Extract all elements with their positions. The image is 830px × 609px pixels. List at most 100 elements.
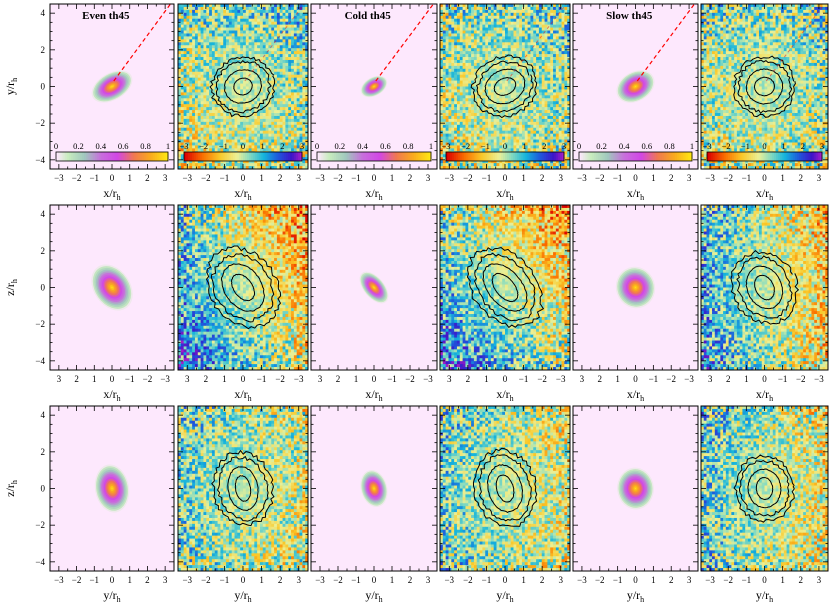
velocity-pixel: [555, 59, 560, 64]
colorbar-cell: [209, 152, 213, 161]
velocity-pixel: [496, 21, 500, 26]
velocity-pixel: [442, 115, 447, 120]
velocity-pixel: [271, 163, 275, 167]
velocity-pixel: [189, 101, 193, 105]
velocity-pixel: [547, 92, 551, 96]
velocity-pixel: [505, 36, 509, 40]
velocity-pixel: [530, 24, 534, 28]
velocity-pixel: [274, 57, 278, 61]
velocity-pixel: [214, 36, 218, 40]
velocity-pixel: [485, 130, 489, 135]
velocity-pixel: [186, 27, 190, 31]
velocity-pixel: [530, 68, 534, 73]
velocity-pixel: [209, 107, 213, 111]
velocity-pixel: [459, 95, 464, 99]
velocity-pixel: [541, 39, 545, 43]
velocity-pixel: [305, 68, 308, 73]
velocity-pixel: [448, 142, 452, 146]
velocity-pixel: [538, 39, 543, 43]
velocity-pixel: [285, 145, 289, 149]
velocity-pixel: [178, 33, 182, 37]
velocity-pixel: [527, 36, 531, 40]
velocity-pixel: [493, 51, 497, 55]
velocity-pixel: [217, 15, 221, 20]
velocity-pixel: [558, 130, 562, 135]
velocity-pixel: [299, 42, 303, 46]
velocity-pixel: [530, 65, 534, 70]
velocity-pixel: [502, 74, 506, 79]
colorbar-cell: [207, 152, 211, 161]
velocity-pixel: [288, 45, 292, 49]
velocity-pixel: [544, 92, 548, 96]
velocity-pixel: [276, 15, 281, 20]
velocity-pixel: [479, 36, 483, 40]
colorbar-cell: [219, 152, 222, 161]
velocity-pixel: [547, 113, 551, 117]
velocity-pixel: [296, 6, 300, 11]
velocity-pixel: [194, 136, 199, 140]
velocity-pixel: [237, 145, 241, 149]
velocity-pixel: [473, 18, 478, 23]
velocity-pixel: [488, 133, 492, 137]
velocity-pixel: [206, 160, 210, 164]
velocity-pixel: [220, 124, 224, 129]
velocity-pixel: [180, 30, 185, 34]
velocity-pixel: [183, 9, 187, 14]
velocity-pixel: [279, 12, 283, 17]
velocity-pixel: [214, 142, 218, 146]
velocity-pixel: [240, 121, 244, 126]
density-colorbar-tick: 0.8: [140, 141, 151, 151]
velocity-pixel: [538, 92, 543, 96]
velocity-pixel: [465, 136, 469, 140]
velocity-pixel: [555, 104, 560, 108]
velocity-pixel: [240, 139, 244, 143]
velocity-pixel: [296, 130, 300, 135]
velocity-pixel: [454, 54, 458, 58]
velocity-pixel: [178, 42, 182, 46]
velocity-pixel: [544, 127, 548, 132]
velocity-pixel: [240, 115, 244, 120]
velocity-pixel: [485, 33, 489, 37]
velocity-pixel: [282, 42, 286, 46]
velocity-pixel: [519, 51, 523, 55]
velocity-pixel: [516, 9, 520, 14]
velocity-pixel: [234, 62, 238, 67]
velocity-pixel: [513, 107, 517, 111]
velocity-pixel: [533, 36, 537, 40]
velocity-pixel: [248, 130, 252, 135]
velocity-pixel: [482, 86, 486, 90]
velocity-pixel: [558, 21, 562, 26]
velocity-pixel: [451, 107, 455, 111]
velocity-pixel: [206, 51, 210, 55]
velocity-pixel: [502, 86, 506, 90]
velocity-pixel: [555, 15, 560, 20]
velocity-pixel: [268, 110, 272, 114]
velocity-pixel: [465, 127, 469, 132]
velocity-pixel: [288, 104, 292, 108]
velocity-pixel: [493, 113, 497, 117]
velocity-pixel: [234, 74, 238, 79]
colorbar-cell: [239, 152, 242, 161]
velocity-pixel: [183, 51, 187, 55]
velocity-pixel: [245, 104, 250, 108]
velocity-pixel: [231, 36, 235, 40]
velocity-pixel: [293, 166, 298, 169]
velocity-pixel: [547, 39, 551, 43]
velocity-pixel: [490, 95, 495, 99]
velocity-pixel: [558, 107, 562, 111]
velocity-pixel: [271, 145, 275, 149]
velocity-pixel: [231, 95, 235, 99]
velocity-pixel: [471, 115, 475, 120]
velocity-pixel: [516, 27, 520, 31]
velocity-pixel: [505, 48, 509, 52]
velocity-pixel: [248, 71, 252, 76]
velocity-pixel: [476, 142, 480, 146]
velocity-pixel: [248, 6, 252, 11]
velocity-pixel: [445, 95, 449, 99]
velocity-pixel: [521, 142, 526, 146]
velocity-pixel: [459, 133, 464, 137]
velocity-pixel: [454, 68, 458, 73]
velocity-pixel: [488, 48, 492, 52]
velocity-pixel: [516, 130, 520, 135]
velocity-pixel: [231, 62, 235, 67]
